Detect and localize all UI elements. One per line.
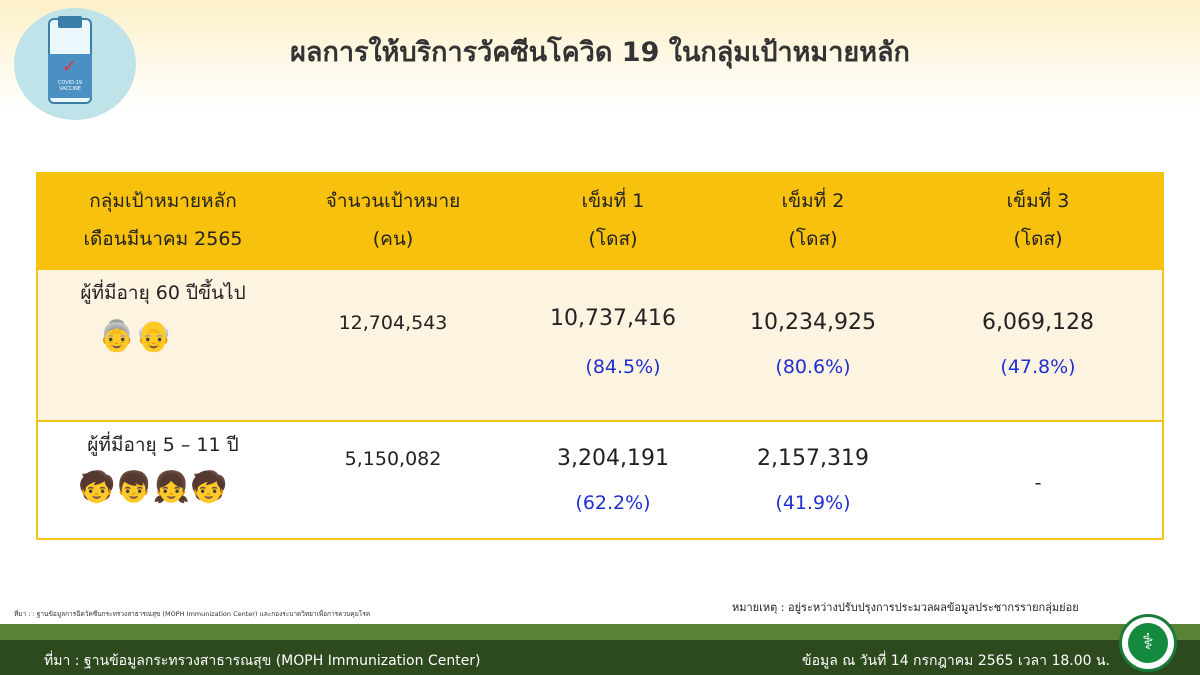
table-row xyxy=(38,270,1162,422)
dose2-percent: (80.6%) xyxy=(775,356,851,378)
target-value: 12,704,543 xyxy=(338,312,448,334)
footer-bar xyxy=(0,640,1200,675)
header-background xyxy=(0,0,1200,110)
group-label: ผู้ที่มีอายุ 60 ปีขึ้นไป xyxy=(80,282,246,304)
dose2-percent: (41.9%) xyxy=(775,492,851,514)
source-note-small: ที่มา : : ฐานข้อมูลการฉีดวัคซีนกระทรวงสา… xyxy=(14,610,371,618)
header-dose2: เข็มที่ 2 (โดส) xyxy=(781,190,845,250)
dose2-value: 10,234,925 xyxy=(750,310,876,335)
vaccine-bottle-icon: COVID-19 VACCINE ✓ xyxy=(48,16,92,104)
dose1-value: 3,204,191 xyxy=(557,446,669,471)
vaccination-table: กลุ่มเป้าหมายหลัก เดือนมีนาคม 2565 จำนวนเ… xyxy=(36,172,1164,540)
footer-source: ที่มา : ฐานข้อมูลกระทรวงสาธารณสุข (MOPH … xyxy=(44,653,481,669)
header-dose1: เข็มที่ 1 (โดส) xyxy=(581,190,645,250)
page-title: ผลการให้บริการวัคซีนโควิด 19 ในกลุ่มเป้า… xyxy=(290,37,910,68)
moph-seal-icon: ⚕ xyxy=(1119,614,1177,672)
group-label: ผู้ที่มีอายุ 5 – 11 ปี xyxy=(87,434,239,456)
remark-note: หมายเหตุ : อยู่ระหว่างปรับปรุงการประมวลผ… xyxy=(732,601,1079,614)
dose3-value: 6,069,128 xyxy=(982,310,1094,335)
elderly-couple-icon: 👵👴 xyxy=(98,319,173,354)
dose1-percent: (84.5%) xyxy=(585,356,661,378)
header-target: จำนวนเป้าหมาย (คน) xyxy=(325,190,461,250)
dose2-value: 2,157,319 xyxy=(757,446,869,471)
header-group: กลุ่มเป้าหมายหลัก เดือนมีนาคม 2565 xyxy=(83,190,243,250)
footer-date: ข้อมูล ณ วันที่ 14 กรกฎาคม 2565 เวลา 18.… xyxy=(802,653,1110,669)
dose3-percent: (47.8%) xyxy=(1000,356,1076,378)
table-header xyxy=(38,174,1162,270)
header-dose3: เข็มที่ 3 (โดส) xyxy=(1006,190,1070,250)
footer-stripe xyxy=(0,624,1200,640)
table-row xyxy=(38,422,1162,538)
target-value: 5,150,082 xyxy=(344,448,442,470)
dose1-value: 10,737,416 xyxy=(550,306,676,331)
dose3-value: - xyxy=(1034,472,1042,494)
children-icon: 🧒👦👧🧒 xyxy=(78,470,228,505)
dose1-percent: (62.2%) xyxy=(575,492,651,514)
